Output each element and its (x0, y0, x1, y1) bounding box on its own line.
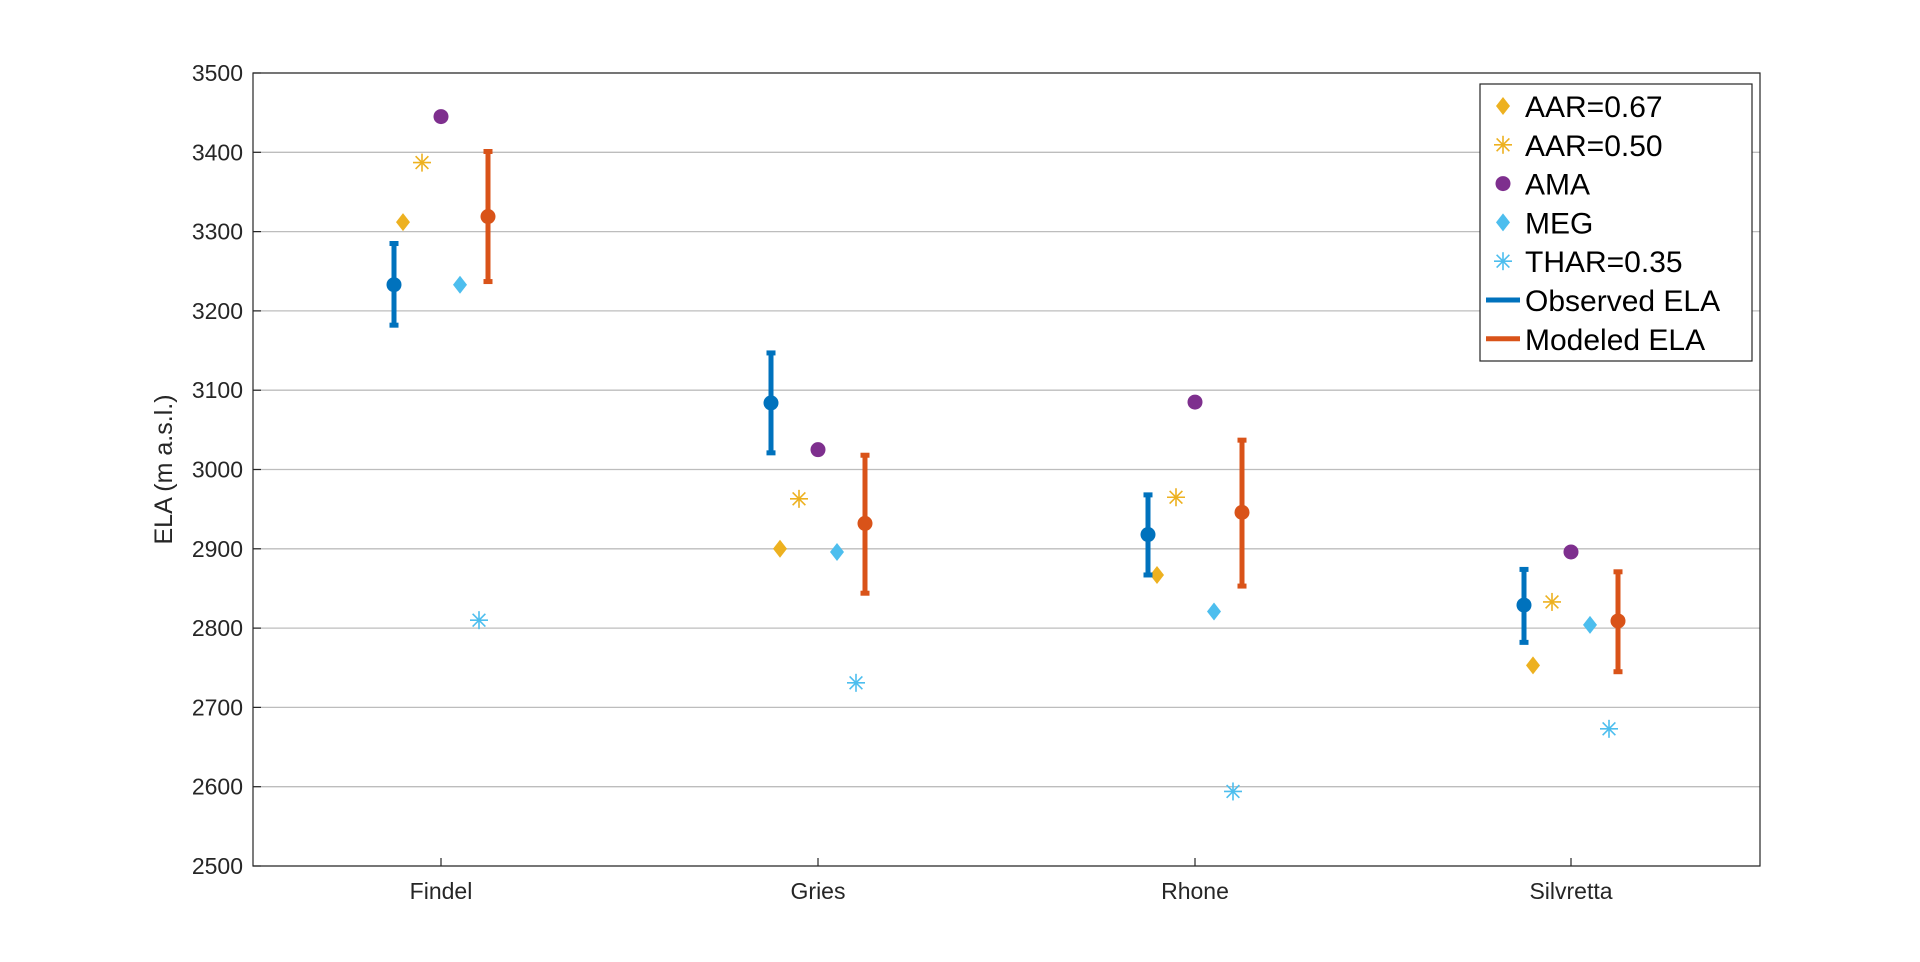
asterisk-stroke (472, 613, 486, 628)
data-point (1526, 656, 1540, 675)
legend-label: Modeled ELA (1525, 324, 1705, 357)
errorbar-center (386, 277, 402, 293)
y-tick-label: 2500 (192, 853, 243, 879)
legend-marker (1495, 176, 1511, 192)
asterisk-stroke (1169, 490, 1183, 505)
legend-label: Observed ELA (1525, 285, 1720, 318)
y-tick-label: 3200 (192, 298, 243, 324)
data-point (1187, 394, 1203, 410)
asterisk-stroke (1226, 784, 1240, 799)
legend-entry: Modeled ELA (1486, 324, 1705, 357)
data-point (1224, 782, 1242, 801)
data-point (396, 213, 410, 232)
legend-label: AAR=0.67 (1525, 91, 1663, 124)
y-tick-labels: 2500 2600 2700 2800 2900 3000 3100 3200 3300 3400… (192, 60, 243, 879)
data-point (810, 442, 826, 458)
y-tick-label: 2800 (192, 615, 243, 641)
errorbar-point (1234, 437, 1250, 589)
x-tick-labels: Findel Gries Rhone Silvretta (410, 878, 1613, 904)
errorbar-point (763, 350, 779, 456)
asterisk-stroke (1602, 721, 1616, 736)
data-point (1207, 602, 1221, 621)
x-tick-label: Silvretta (1529, 878, 1612, 904)
errorbar-point (480, 149, 496, 285)
legend-entry: AAR=0.67 (1496, 91, 1663, 124)
asterisk-stroke (849, 675, 863, 690)
y-tick-label: 2600 (192, 774, 243, 800)
errorbar-center (1234, 504, 1250, 520)
data-point (413, 153, 431, 172)
x-tick-label: Findel (410, 878, 473, 904)
x-tick-label: Rhone (1161, 878, 1229, 904)
legend-entry: THAR=0.35 (1494, 246, 1683, 279)
errorbar-center (1140, 527, 1156, 543)
errorbar-center (480, 209, 496, 225)
data-point (1167, 488, 1185, 507)
y-axis-title: ELA (m a.s.l.) (150, 394, 178, 544)
data-point (1543, 592, 1561, 611)
y-tick-label: 3300 (192, 219, 243, 245)
errorbar-point (386, 240, 402, 328)
legend-label: MEG (1525, 207, 1593, 240)
legend-label: AMA (1525, 169, 1590, 202)
legend-label: AAR=0.50 (1525, 130, 1663, 163)
data-point (453, 275, 467, 294)
data-point (847, 673, 865, 692)
errorbar-point (1516, 566, 1532, 645)
legend-entry: AMA (1495, 169, 1590, 202)
legend-label: THAR=0.35 (1525, 246, 1683, 279)
asterisk-stroke (415, 155, 429, 170)
legend-marker (1494, 135, 1512, 154)
y-tick-label: 2700 (192, 694, 243, 720)
data-point (830, 542, 844, 561)
data-point (1563, 544, 1579, 560)
asterisk-stroke (1496, 137, 1510, 152)
data-point (433, 109, 449, 125)
errorbar-point (1610, 569, 1626, 675)
legend-marker (1496, 213, 1510, 232)
legend-entry: AAR=0.50 (1494, 130, 1663, 163)
errorbar-center (763, 395, 779, 411)
data-point (1150, 565, 1164, 584)
data-point (1600, 719, 1618, 738)
x-tick-label: Gries (791, 878, 846, 904)
legend-entry: MEG (1496, 207, 1593, 240)
errorbar-point (857, 452, 873, 596)
data-marks (386, 109, 1626, 801)
errorbar-point (1140, 492, 1156, 578)
asterisk-stroke (792, 491, 806, 506)
errorbar-center (857, 515, 873, 531)
y-tick-label: 2900 (192, 536, 243, 562)
legend-entry: Observed ELA (1486, 285, 1720, 318)
y-tick-label: 3500 (192, 60, 243, 86)
legend-marker (1496, 97, 1510, 115)
legend: AAR=0.67 AAR=0.50 AMA MEG THAR=0.35 Observed … (1479, 83, 1753, 362)
asterisk-stroke (1545, 595, 1559, 609)
data-point (1583, 615, 1597, 634)
errorbar-center (1516, 597, 1532, 613)
y-tick-label: 3000 (192, 457, 243, 483)
data-point (470, 611, 488, 630)
y-tick-label: 3100 (192, 377, 243, 403)
y-tick-label: 3400 (192, 139, 243, 165)
errorbar-center (1610, 613, 1626, 629)
legend-box (1479, 83, 1753, 362)
legend-marker (1494, 252, 1512, 271)
data-point (790, 489, 808, 508)
plot-frame (252, 72, 1761, 867)
data-point (773, 539, 787, 558)
asterisk-stroke (1496, 254, 1510, 269)
axes (252, 72, 1761, 867)
